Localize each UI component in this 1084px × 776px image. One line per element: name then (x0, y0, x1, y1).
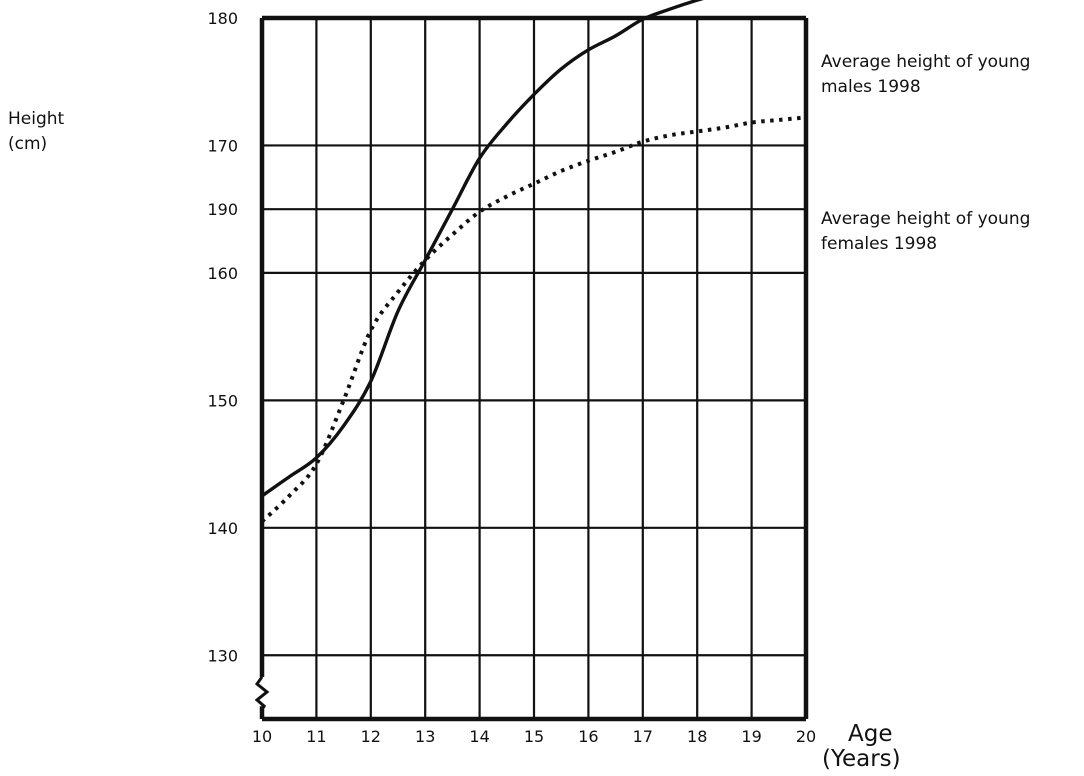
axis-break-marker (254, 676, 270, 709)
x-tick-label: 11 (306, 727, 326, 746)
y-tick-label: 160 (207, 264, 238, 283)
x-tick-labels: 10 11 12 13 14 15 16 17 18 19 20 (252, 727, 816, 746)
x-tick-label: 20 (796, 727, 816, 746)
male-series-label-line-2: males 1998 (821, 77, 921, 97)
y-tick-label: 190 (207, 200, 238, 219)
y-tick-labels: 180 170 160 150 140 130 190 (207, 9, 238, 665)
grid (262, 18, 806, 719)
series-lines (260, 0, 807, 523)
x-tick-label: 19 (741, 727, 761, 746)
x-tick-label: 17 (633, 727, 653, 746)
y-tick-label: 170 (207, 136, 238, 155)
y-axis-label-line-2: (cm) (8, 134, 47, 154)
x-tick-label: 16 (578, 727, 598, 746)
male-height-line (260, 0, 704, 498)
x-axis-label-line-2: (Years) (822, 746, 901, 772)
x-axis-label-line-1: Age (848, 721, 892, 747)
y-tick-label: 150 (207, 391, 238, 410)
x-tick-label: 10 (252, 727, 272, 746)
axis-break-zigzag (254, 676, 270, 709)
x-tick-label: 15 (524, 727, 544, 746)
male-series-label-line-1: Average height of young (821, 52, 1030, 72)
x-tick-label: 13 (415, 727, 435, 746)
x-tick-label: 14 (469, 727, 489, 746)
y-tick-label: 180 (207, 9, 238, 28)
x-tick-label: 18 (687, 727, 707, 746)
plot-frame (259, 15, 809, 722)
female-height-line (260, 115, 807, 523)
y-tick-label: 130 (207, 646, 238, 665)
x-tick-label: 12 (361, 727, 381, 746)
female-series-label-line-2: females 1998 (821, 234, 937, 254)
female-series-label-line-1: Average height of young (821, 209, 1030, 229)
y-tick-label: 140 (207, 519, 238, 538)
y-axis-label-line-1: Height (8, 109, 65, 129)
